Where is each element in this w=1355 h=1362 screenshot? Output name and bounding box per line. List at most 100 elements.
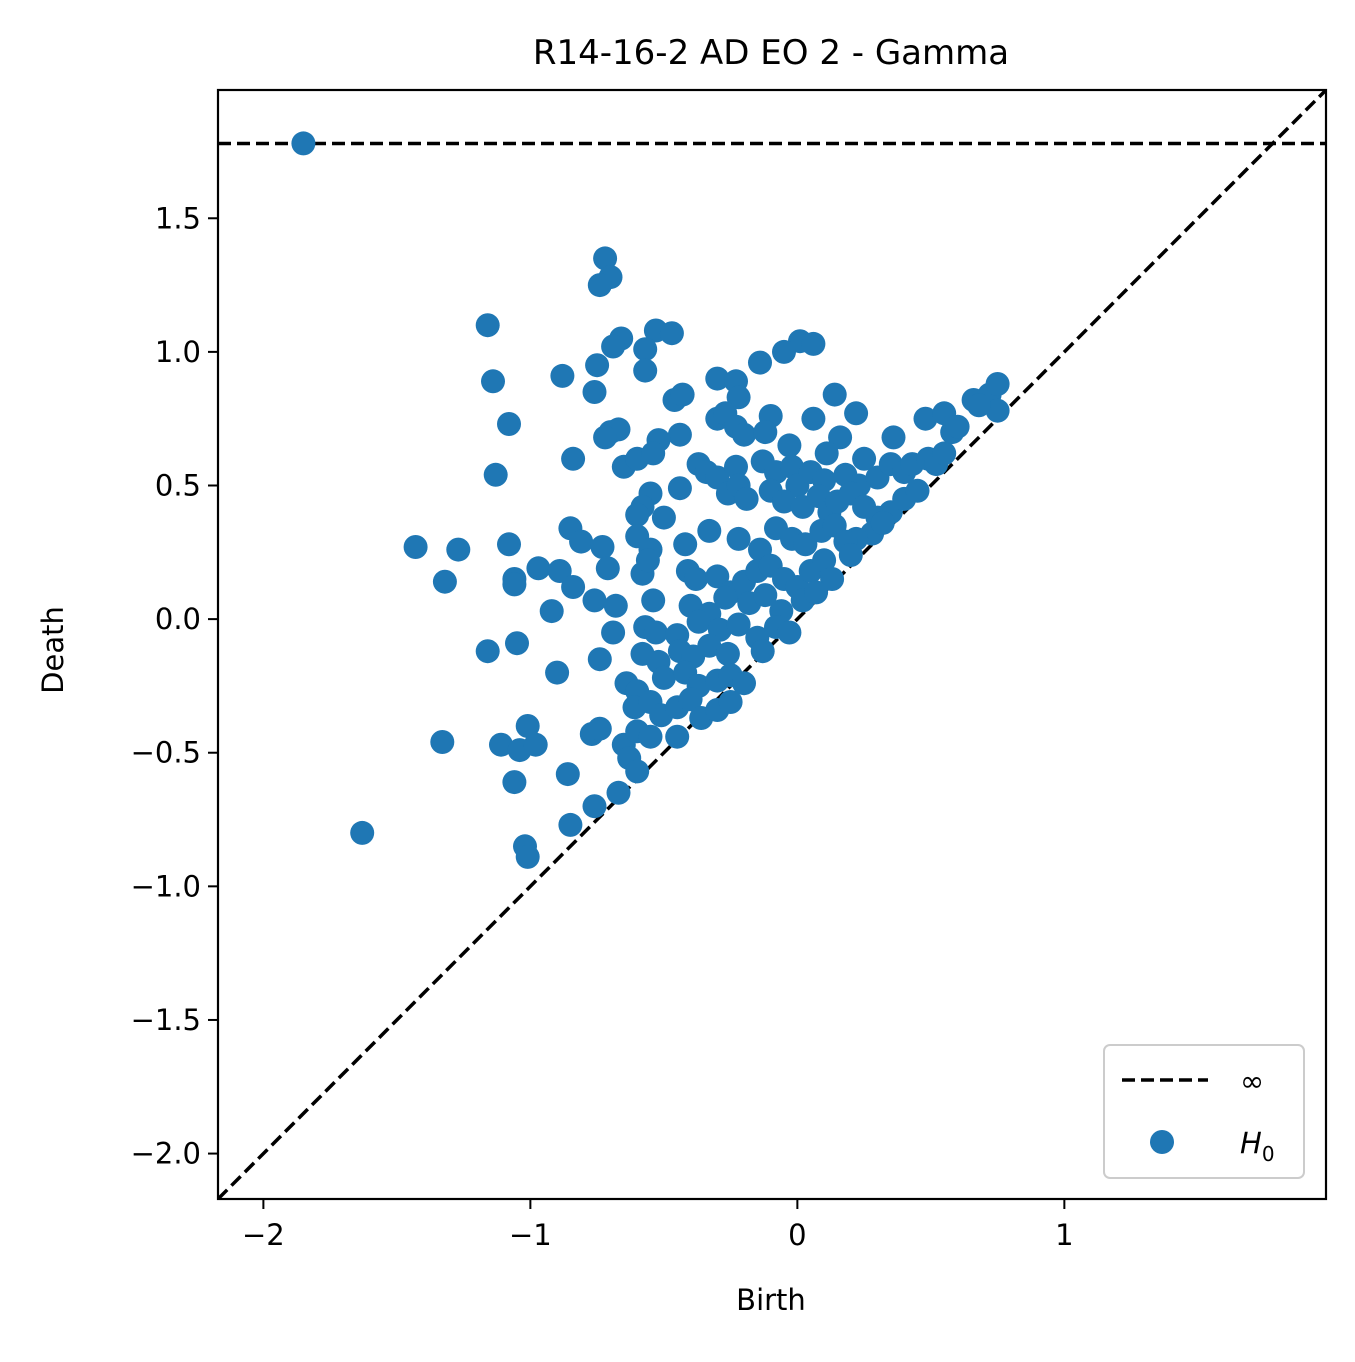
data-point [881, 425, 906, 450]
data-point [750, 639, 775, 664]
data-point [587, 716, 612, 741]
y-tick-label: −0.5 [131, 736, 201, 770]
data-point [822, 382, 847, 407]
data-point [550, 363, 575, 388]
data-point [905, 478, 930, 503]
data-point [683, 567, 708, 591]
data-point [670, 382, 695, 407]
data-point [852, 446, 877, 471]
data-point [502, 770, 527, 795]
data-point [870, 510, 895, 535]
y-tick-label: −1.5 [131, 1003, 201, 1037]
x-tick-label: 0 [788, 1218, 806, 1252]
data-point [718, 690, 743, 714]
chart-title: R14-16-2 AD EO 2 - Gamma [533, 33, 1009, 73]
y-tick-label: 0.5 [155, 468, 201, 502]
data-point [777, 620, 802, 645]
data-point [838, 543, 863, 567]
data-point [732, 671, 756, 696]
data-point [713, 585, 738, 610]
data-point [446, 537, 471, 562]
data-point [814, 441, 839, 466]
data-point [475, 639, 500, 664]
data-point [561, 446, 586, 471]
data-point [497, 532, 521, 557]
data-point [582, 380, 607, 404]
legend-infinity-label: ∞ [1240, 1064, 1264, 1098]
data-point [558, 812, 583, 837]
x-axis-label: Birth [736, 1283, 806, 1317]
data-point [966, 393, 991, 418]
data-point [585, 353, 610, 378]
legend-h0-label-main: H [1240, 1126, 1262, 1160]
data-point [820, 567, 845, 591]
legend: ∞ H0 [1103, 1044, 1305, 1179]
data-point [780, 454, 804, 479]
y-tick-label: 0.0 [155, 602, 201, 636]
data-point [659, 321, 684, 346]
data-point [665, 724, 690, 749]
data-point [505, 631, 529, 656]
data-point [638, 724, 663, 749]
y-tick-label: −2.0 [131, 1137, 201, 1171]
data-point [812, 548, 837, 573]
data-point [673, 532, 698, 557]
y-tick-label: 1.0 [155, 335, 201, 369]
data-point [497, 412, 521, 436]
data-point [523, 732, 548, 757]
data-point [772, 489, 796, 514]
data-point [793, 532, 818, 557]
data-point [932, 441, 957, 466]
data-point [625, 759, 650, 784]
data-point [753, 583, 778, 608]
data-point [705, 366, 730, 391]
data-point [590, 535, 615, 559]
y-axis: −2.0 −1.5 −1.0 −0.5 0.0 0.5 1.0 1.5 [131, 201, 218, 1171]
data-point [582, 794, 607, 819]
data-point [489, 732, 513, 757]
plot-marks [218, 90, 1326, 1199]
data-point [667, 476, 692, 501]
data-point [502, 572, 527, 597]
data-point [801, 331, 826, 356]
data-point [601, 620, 626, 645]
data-point [526, 556, 551, 581]
y-tick-label: −1.0 [131, 869, 201, 903]
data-point [587, 647, 612, 672]
data-point [569, 529, 594, 554]
data-point [985, 398, 1010, 423]
data-point [777, 433, 802, 458]
data-point [667, 422, 692, 447]
data-point [432, 569, 457, 594]
data-point [686, 609, 711, 634]
data-point [547, 559, 572, 583]
data-point [515, 844, 540, 869]
data-point [651, 505, 676, 530]
data-point [643, 620, 668, 645]
plot-frame [216, 88, 1328, 1201]
data-point [555, 762, 580, 787]
legend-h0-label: H0 [1240, 1126, 1275, 1166]
data-point [641, 588, 666, 613]
data-point [633, 337, 658, 362]
data-point [483, 462, 508, 487]
data-point [772, 339, 796, 364]
data-point [913, 406, 938, 431]
data-point [625, 502, 650, 527]
legend-h0-marker [1150, 1130, 1174, 1154]
data-point [753, 420, 778, 445]
data-point [726, 612, 751, 637]
data-point [726, 385, 751, 410]
data-point [539, 599, 564, 624]
data-point [635, 548, 660, 573]
y-axis-label: Death [36, 606, 70, 694]
data-point [724, 454, 748, 479]
data-point [715, 641, 740, 666]
data-point [801, 406, 826, 431]
data-point [603, 593, 628, 618]
data-point [641, 441, 666, 466]
data-point [734, 486, 759, 511]
data-point [582, 588, 607, 613]
